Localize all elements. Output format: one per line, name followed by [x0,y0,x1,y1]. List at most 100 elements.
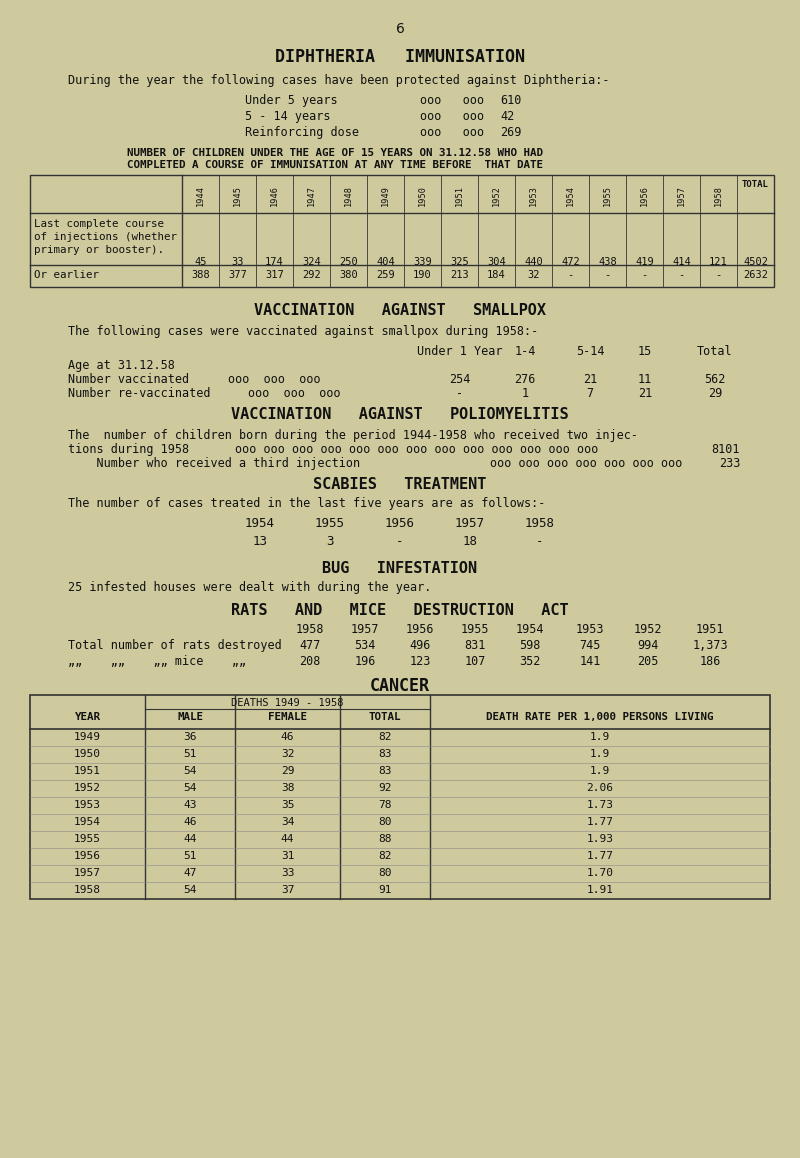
Text: RATS   AND   MICE   DESTRUCTION   ACT: RATS AND MICE DESTRUCTION ACT [231,603,569,618]
Text: 438: 438 [598,257,617,267]
Text: 259: 259 [376,270,395,280]
Text: 477: 477 [299,639,321,652]
Text: 82: 82 [378,732,392,742]
Text: „„    „„    „„ mice    „„: „„ „„ „„ mice „„ [68,655,246,668]
Text: 54: 54 [183,885,197,895]
Text: COMPLETED A COURSE OF IMMUNISATION AT ANY TIME BEFORE  THAT DATE: COMPLETED A COURSE OF IMMUNISATION AT AN… [127,160,543,170]
Text: VACCINATION   AGAINST   SMALLPOX: VACCINATION AGAINST SMALLPOX [254,303,546,318]
Text: 80: 80 [378,818,392,827]
Text: 1947: 1947 [307,185,316,206]
Text: 2632: 2632 [743,270,768,280]
Text: ooo   ooo: ooo ooo [420,94,484,107]
Text: 1948: 1948 [344,185,353,206]
Text: 269: 269 [500,126,522,139]
Text: -: - [678,270,685,280]
Text: 1.91: 1.91 [586,885,614,895]
Text: 325: 325 [450,257,469,267]
Text: 51: 51 [183,749,197,758]
Text: 6: 6 [395,22,405,36]
Text: 1954: 1954 [516,623,544,636]
Text: primary or booster).: primary or booster). [34,245,164,255]
Text: 1956: 1956 [640,185,649,206]
Text: Under 5 years: Under 5 years [245,94,338,107]
Text: 44: 44 [281,834,294,844]
Text: 1949: 1949 [74,732,101,742]
Text: 38: 38 [281,783,294,793]
Text: 1.77: 1.77 [586,818,614,827]
Text: 1956: 1956 [385,516,415,530]
Text: 33: 33 [231,257,244,267]
Text: 29: 29 [708,387,722,400]
Text: 562: 562 [704,373,726,386]
Text: The  number of children born during the period 1944-1958 who received two injec-: The number of children born during the p… [68,428,638,442]
Text: Total: Total [697,345,733,358]
Text: 13: 13 [253,535,267,548]
Text: TOTAL: TOTAL [369,712,402,721]
Text: 3: 3 [326,535,334,548]
Text: 1.9: 1.9 [590,732,610,742]
Text: The number of cases treated in the last five years are as follows:-: The number of cases treated in the last … [68,497,546,510]
Text: 292: 292 [302,270,321,280]
Text: 1957: 1957 [350,623,379,636]
Text: -: - [396,535,404,548]
Text: 1951: 1951 [696,623,724,636]
Text: 8101: 8101 [711,444,740,456]
Text: 276: 276 [514,373,536,386]
Text: 7: 7 [586,387,594,400]
Text: 1958: 1958 [74,885,101,895]
Text: 1954: 1954 [74,818,101,827]
Text: 831: 831 [464,639,486,652]
Text: 83: 83 [378,749,392,758]
Text: MALE: MALE [177,712,203,721]
Text: 1953: 1953 [576,623,604,636]
Text: 1950: 1950 [418,185,427,206]
Text: 47: 47 [183,868,197,878]
Text: 32: 32 [281,749,294,758]
Text: 141: 141 [579,655,601,668]
Text: 36: 36 [183,732,197,742]
Text: DIPHTHERIA   IMMUNISATION: DIPHTHERIA IMMUNISATION [275,47,525,66]
Text: tions during 1958: tions during 1958 [68,444,189,456]
Text: 440: 440 [524,257,543,267]
Text: 352: 352 [519,655,541,668]
Text: Total number of rats destroyed: Total number of rats destroyed [68,639,282,652]
Text: 1949: 1949 [381,185,390,206]
Text: ooo  ooo  ooo: ooo ooo ooo [228,373,321,386]
Text: 534: 534 [354,639,376,652]
Text: 91: 91 [378,885,392,895]
Text: 1952: 1952 [74,783,101,793]
Text: 1952: 1952 [492,185,501,206]
Text: 4502: 4502 [743,257,768,267]
Text: 82: 82 [378,851,392,862]
Text: 213: 213 [450,270,469,280]
Text: CANCER: CANCER [370,677,430,695]
Text: 1951: 1951 [74,765,101,776]
Text: ooo   ooo: ooo ooo [420,110,484,123]
Text: -: - [715,270,722,280]
Text: 414: 414 [672,257,691,267]
Text: FEMALE: FEMALE [268,712,307,721]
Text: Last complete course: Last complete course [34,219,164,229]
Text: 1955: 1955 [461,623,490,636]
Text: 18: 18 [462,535,478,548]
Text: The following cases were vaccinated against smallpox during 1958:-: The following cases were vaccinated agai… [68,325,538,338]
Text: 1958: 1958 [714,185,723,206]
Text: 419: 419 [635,257,654,267]
Text: 1958: 1958 [525,516,555,530]
Text: 254: 254 [450,373,470,386]
Text: 1950: 1950 [74,749,101,758]
Text: 205: 205 [638,655,658,668]
Text: 1.9: 1.9 [590,749,610,758]
Text: ooo  ooo  ooo: ooo ooo ooo [248,387,341,400]
Text: 1955: 1955 [74,834,101,844]
Text: 388: 388 [191,270,210,280]
Text: 1.70: 1.70 [586,868,614,878]
Text: DEATH RATE PER 1,000 PERSONS LIVING: DEATH RATE PER 1,000 PERSONS LIVING [486,712,714,721]
Text: 80: 80 [378,868,392,878]
Text: 496: 496 [410,639,430,652]
Text: 380: 380 [339,270,358,280]
Text: 1955: 1955 [603,185,612,206]
Text: 994: 994 [638,639,658,652]
Text: 1957: 1957 [677,185,686,206]
Text: of injections (whether: of injections (whether [34,232,177,242]
